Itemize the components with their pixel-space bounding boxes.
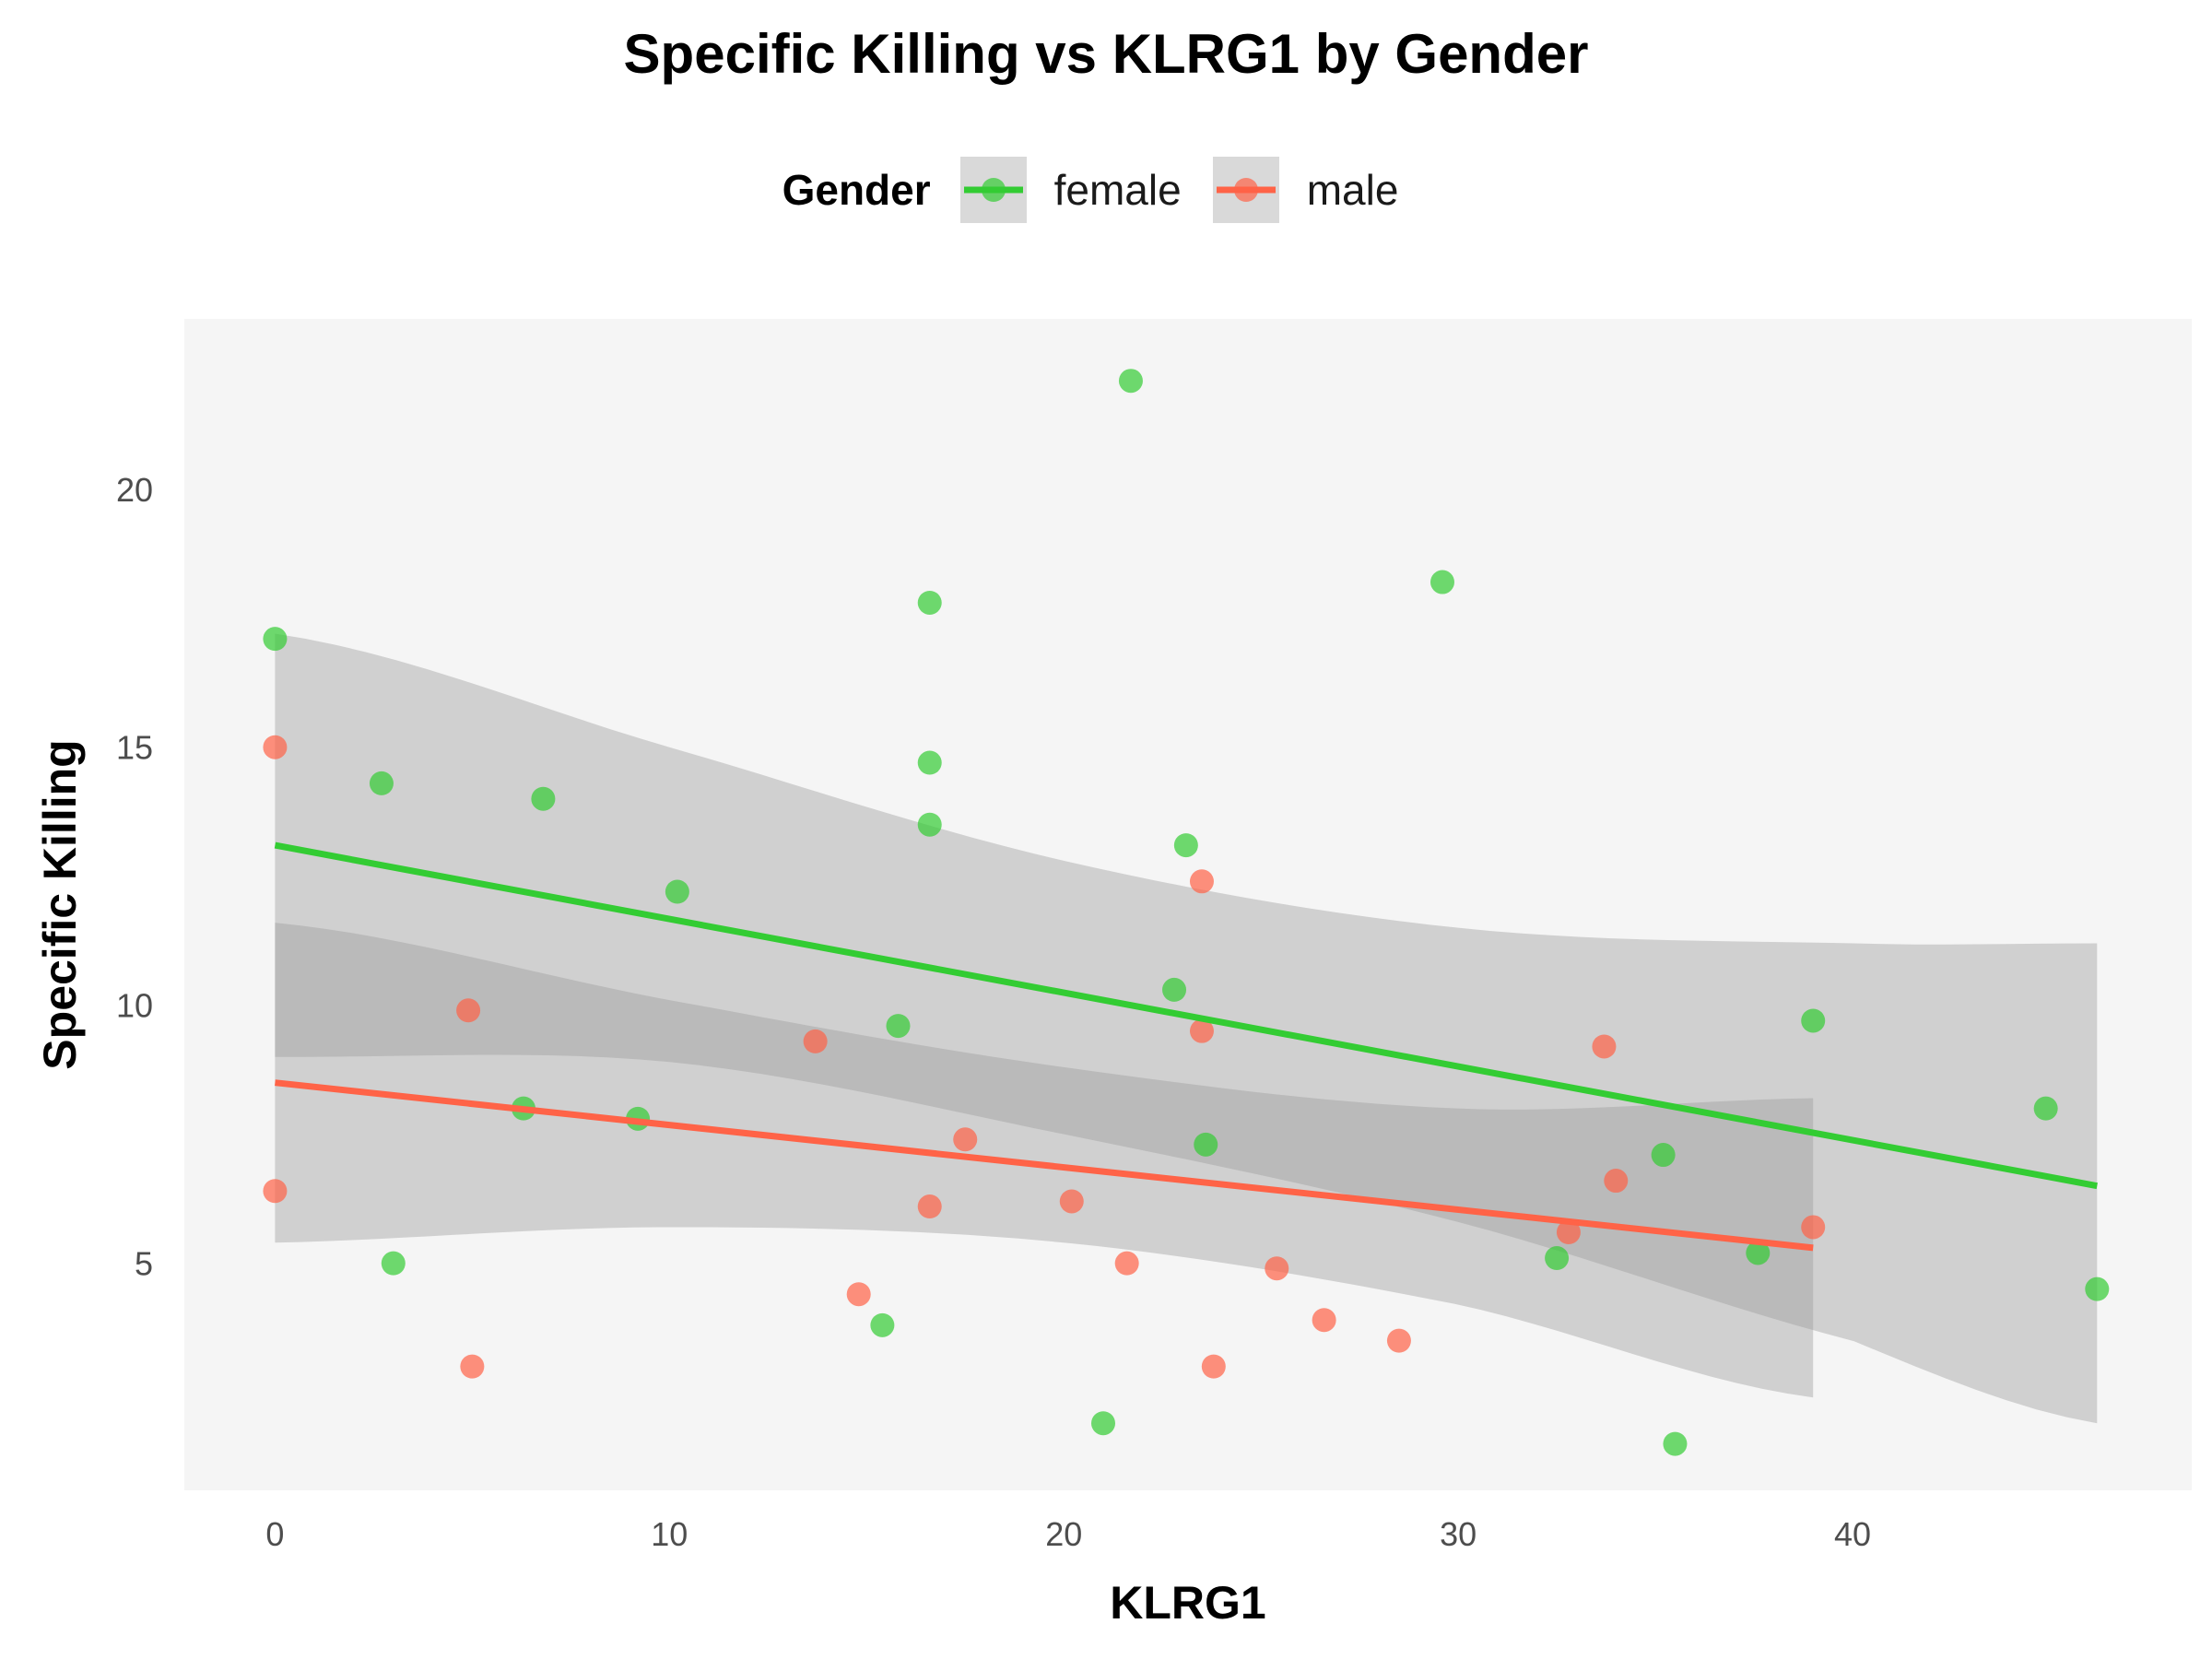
data-point-male (846, 1282, 871, 1307)
data-point-male (1604, 1169, 1629, 1194)
data-point-female (1651, 1143, 1676, 1168)
data-point-male (1189, 1018, 1214, 1043)
data-point-female (870, 1312, 895, 1337)
x-tick-label: 30 (1440, 1515, 1477, 1553)
legend-label-male: male (1306, 166, 1399, 214)
data-point-female (1173, 833, 1198, 858)
data-point-female (886, 1014, 911, 1039)
legend: Gender female male (0, 157, 2212, 223)
data-point-female (1118, 369, 1143, 394)
data-point-male (953, 1127, 978, 1152)
x-tick-label: 20 (1045, 1515, 1082, 1553)
data-point-male (1059, 1189, 1084, 1214)
data-point-male (803, 1029, 828, 1053)
legend-item-female: female (959, 157, 1182, 223)
fit-line-female (274, 841, 2098, 1190)
x-tick-label: 0 (265, 1515, 284, 1553)
confidence-bands (275, 633, 2098, 1424)
data-point-female (1801, 1008, 1826, 1033)
data-point-female (1194, 1132, 1218, 1157)
legend-key-female (959, 157, 1027, 223)
data-point-female (665, 879, 689, 904)
fit-lines (274, 841, 2098, 1252)
data-point-female (1162, 977, 1187, 1002)
data-point-female (2085, 1277, 2110, 1301)
data-point-male (1189, 869, 1214, 894)
confidence-band-male (275, 923, 1814, 1398)
data-points (263, 369, 2110, 1456)
legend-title: Gender (782, 166, 931, 214)
data-point-male (1114, 1251, 1139, 1276)
data-point-male (263, 735, 288, 759)
confidence-band-female (275, 633, 2098, 1424)
plot-panel (184, 319, 2192, 1490)
x-tick-label: 40 (1834, 1515, 1871, 1553)
data-point-female (917, 590, 942, 615)
data-point-female (1545, 1246, 1570, 1271)
y-tick-label: 15 (116, 729, 153, 767)
data-point-male (1592, 1034, 1617, 1059)
y-tick-label: 10 (116, 987, 153, 1025)
data-point-female (531, 786, 556, 811)
data-point-female (2033, 1096, 2058, 1121)
data-point-male (1801, 1215, 1826, 1240)
data-point-male (460, 1354, 485, 1379)
chart-title: Specific Killing vs KLRG1 by Gender (623, 23, 1589, 85)
data-point-female (917, 812, 942, 837)
data-point-female (1430, 570, 1454, 594)
data-point-female (1663, 1431, 1688, 1456)
axes: 0 10 20 30 40 5 10 15 20 (116, 471, 1871, 1553)
x-axis-title: KLRG1 (1110, 1577, 1265, 1629)
data-point-male (456, 998, 481, 1023)
data-point-female (917, 750, 942, 775)
data-point-female (1746, 1241, 1771, 1265)
y-axis-title: Specific Killing (34, 739, 86, 1069)
legend-item-male: male (1212, 157, 1399, 223)
y-tick-label: 20 (116, 471, 153, 509)
data-point-male (1386, 1328, 1411, 1353)
legend-key-male (1212, 157, 1279, 223)
fit-line-male (275, 1079, 1814, 1252)
data-point-male (1265, 1256, 1289, 1281)
data-point-female (263, 627, 288, 652)
data-point-female (369, 771, 394, 795)
data-point-male (1201, 1354, 1226, 1379)
data-point-female (1091, 1411, 1116, 1436)
data-point-male (1556, 1220, 1581, 1245)
data-point-male (1312, 1308, 1336, 1333)
data-point-male (263, 1179, 288, 1204)
data-point-female (381, 1251, 406, 1276)
data-point-male (917, 1194, 942, 1219)
legend-label-female: female (1053, 166, 1182, 214)
y-tick-label: 5 (135, 1245, 153, 1283)
x-tick-label: 10 (651, 1515, 688, 1553)
